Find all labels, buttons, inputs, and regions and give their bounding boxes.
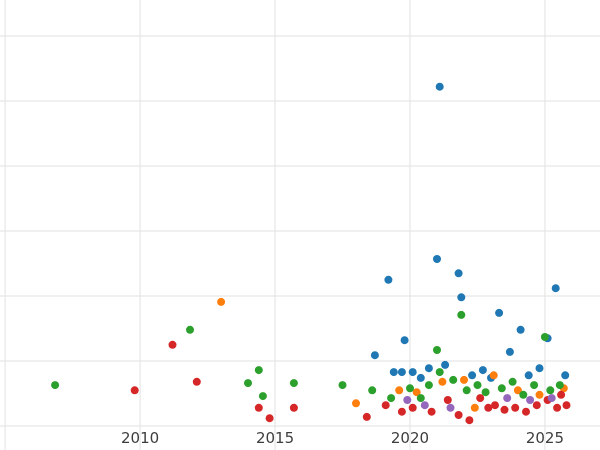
data-point-blue	[389, 368, 398, 377]
data-point-orange	[513, 386, 522, 395]
data-point-blue	[397, 368, 406, 377]
data-point-green	[416, 394, 425, 403]
data-point-purple	[420, 401, 429, 410]
data-point-red	[454, 411, 463, 419]
data-point-red	[265, 414, 274, 423]
data-point-red	[192, 377, 201, 386]
data-point-red	[443, 396, 452, 404]
data-point-purple	[446, 403, 455, 412]
data-point-green	[530, 381, 539, 390]
data-point-green	[406, 384, 414, 393]
data-point-purple	[526, 396, 535, 404]
data-point-red	[168, 340, 177, 349]
data-point-blue	[441, 360, 450, 369]
data-point-red	[491, 401, 499, 410]
data-point-red	[465, 416, 474, 425]
data-point-orange	[460, 375, 468, 384]
data-point-green	[368, 386, 377, 395]
data-point-red	[557, 390, 566, 399]
data-point-blue	[408, 368, 417, 377]
data-point-green	[462, 386, 471, 395]
data-point-red	[484, 403, 493, 412]
data-point-red	[381, 401, 390, 410]
x-tick-label: 2025	[526, 429, 564, 447]
data-point-orange	[470, 403, 479, 412]
data-point-blue	[561, 371, 570, 380]
data-point-green	[497, 384, 506, 393]
data-point-red	[362, 412, 371, 421]
data-point-blue	[457, 293, 466, 302]
data-point-blue	[535, 364, 544, 373]
data-point-green	[289, 379, 298, 388]
data-point-orange	[352, 399, 360, 408]
data-point-green	[540, 333, 549, 341]
data-point-green	[387, 394, 396, 403]
data-point-blue	[433, 255, 441, 263]
data-point-blue	[495, 308, 504, 317]
x-tick-label: 2020	[391, 429, 429, 447]
data-point-red	[130, 386, 139, 395]
data-point-green	[338, 381, 347, 390]
data-point-purple	[547, 394, 556, 403]
data-point-orange	[395, 386, 404, 395]
data-point-red	[500, 405, 509, 414]
data-point-green	[555, 381, 564, 390]
data-point-purple	[503, 394, 512, 403]
data-point-blue	[416, 373, 425, 382]
data-point-blue	[505, 347, 514, 356]
data-point-blue	[478, 366, 487, 375]
data-point-green	[186, 325, 194, 334]
data-point-blue	[435, 82, 444, 91]
data-point-blue	[524, 371, 533, 380]
data-point-green	[519, 390, 528, 399]
data-point-blue	[384, 275, 393, 284]
data-point-green	[435, 368, 444, 377]
data-point-orange	[438, 377, 447, 386]
data-point-red	[427, 407, 436, 416]
data-point-red	[476, 394, 485, 403]
data-point-green	[258, 392, 267, 401]
data-point-blue	[454, 269, 463, 278]
data-point-blue	[551, 284, 560, 293]
data-point-green	[51, 381, 60, 390]
data-point-blue	[370, 351, 379, 360]
x-tick-label: 2010	[121, 429, 159, 447]
data-point-red	[511, 403, 520, 412]
data-point-red	[397, 407, 406, 416]
x-tick-label: 2015	[256, 429, 294, 447]
data-point-green	[244, 379, 252, 388]
data-point-orange	[535, 390, 544, 399]
data-point-green	[457, 310, 466, 319]
data-point-green	[449, 375, 458, 384]
data-point-red	[532, 401, 541, 410]
data-point-green	[433, 346, 441, 354]
data-point-green	[254, 366, 263, 375]
data-point-orange	[489, 371, 498, 380]
data-point-red	[522, 407, 530, 416]
data-point-orange	[217, 297, 226, 306]
data-point-orange	[412, 388, 421, 397]
data-point-red	[289, 403, 298, 412]
data-point-green	[546, 386, 555, 395]
data-point-blue	[400, 336, 409, 345]
data-point-red	[562, 401, 571, 410]
data-point-red	[408, 403, 417, 412]
data-point-green	[481, 388, 490, 397]
data-point-red	[553, 403, 562, 412]
data-point-blue	[424, 364, 433, 373]
data-point-green	[424, 381, 433, 390]
data-point-green	[508, 377, 517, 386]
data-point-red	[254, 403, 263, 412]
data-point-blue	[468, 371, 477, 380]
data-point-green	[473, 381, 482, 390]
data-point-blue	[516, 325, 525, 334]
data-point-purple	[403, 396, 412, 404]
